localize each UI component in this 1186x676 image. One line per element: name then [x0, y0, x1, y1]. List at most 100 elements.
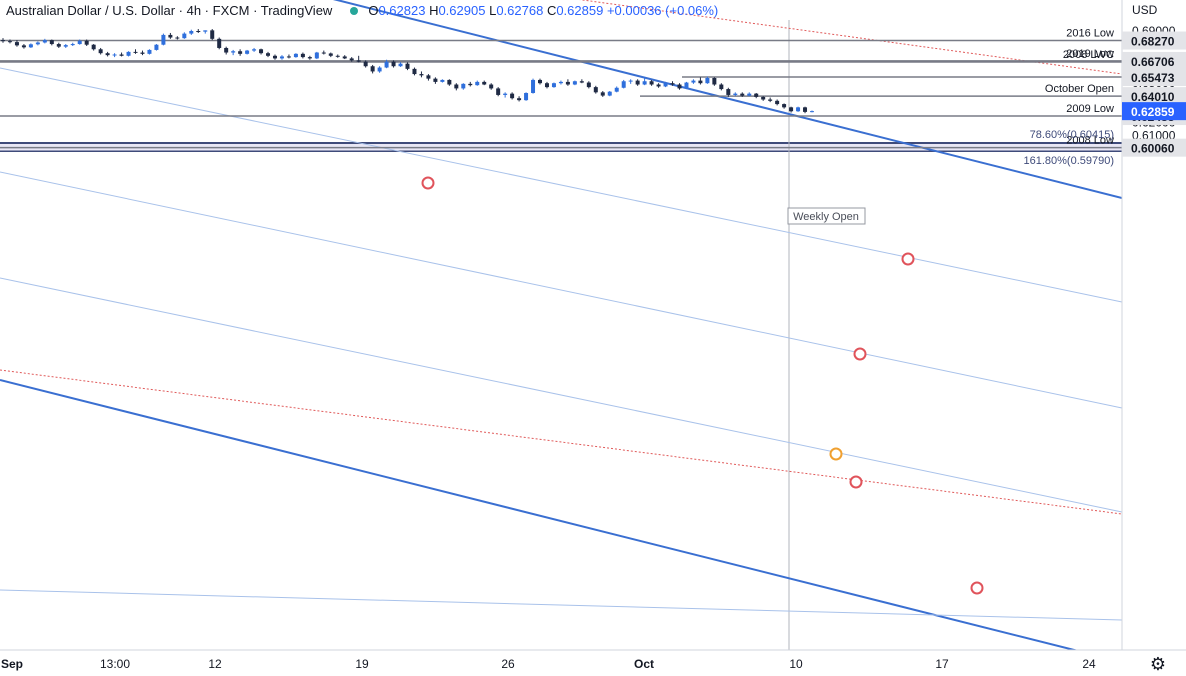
candle[interactable] — [475, 80, 480, 86]
candle[interactable] — [461, 83, 466, 90]
candle[interactable] — [803, 106, 808, 114]
candle[interactable] — [63, 44, 68, 48]
marker-2009-low[interactable] — [829, 447, 843, 461]
candle[interactable] — [377, 66, 382, 73]
candle[interactable] — [245, 49, 250, 55]
time-axis[interactable] — [0, 651, 1122, 676]
candle[interactable] — [733, 92, 738, 97]
candle[interactable] — [607, 91, 612, 97]
candle[interactable] — [810, 110, 814, 113]
candle[interactable] — [363, 60, 368, 68]
candle[interactable] — [635, 79, 640, 86]
candle[interactable] — [426, 74, 431, 81]
settings-gear-icon[interactable]: ⚙ — [1149, 654, 1167, 674]
candle[interactable] — [161, 33, 166, 46]
currency-label[interactable]: USD — [1132, 3, 1158, 17]
candle[interactable] — [391, 60, 396, 68]
candle[interactable] — [538, 78, 543, 85]
candle[interactable] — [489, 83, 494, 90]
last-price-tag[interactable]: 0.62859 — [1122, 102, 1186, 121]
candle[interactable] — [642, 77, 647, 86]
candle[interactable] — [517, 96, 522, 102]
candle[interactable] — [405, 62, 410, 71]
candle[interactable] — [572, 80, 577, 86]
candle[interactable] — [210, 29, 215, 41]
candle[interactable] — [398, 62, 403, 67]
candle[interactable] — [189, 29, 194, 35]
candle[interactable] — [712, 77, 717, 86]
candle[interactable] — [356, 55, 361, 63]
candle[interactable] — [691, 79, 696, 84]
candle[interactable] — [775, 99, 780, 106]
candle[interactable] — [314, 51, 319, 60]
candle[interactable] — [133, 49, 138, 54]
candle[interactable] — [796, 106, 801, 112]
candle[interactable] — [740, 92, 745, 97]
candle[interactable] — [307, 55, 312, 60]
candle[interactable] — [126, 51, 131, 57]
candle[interactable] — [524, 92, 529, 101]
candle[interactable] — [14, 40, 19, 47]
candle[interactable] — [384, 59, 389, 69]
candle[interactable] — [649, 79, 654, 86]
candle[interactable] — [412, 67, 417, 76]
candle[interactable] — [551, 82, 556, 88]
candle[interactable] — [370, 64, 375, 74]
candle[interactable] — [761, 96, 766, 101]
candle[interactable] — [684, 81, 689, 90]
candle[interactable] — [768, 97, 773, 103]
candle[interactable] — [789, 106, 794, 113]
price-tag-6[interactable]: 0.60060 — [1122, 138, 1186, 157]
candle[interactable] — [747, 92, 752, 97]
candle[interactable] — [238, 49, 243, 56]
candle[interactable] — [496, 87, 501, 97]
candle[interactable] — [628, 79, 633, 84]
candle[interactable] — [600, 91, 605, 97]
candle[interactable] — [482, 80, 487, 86]
candle[interactable] — [698, 77, 703, 85]
candle[interactable] — [42, 38, 47, 44]
candle[interactable] — [259, 48, 264, 55]
candle[interactable] — [286, 54, 291, 59]
candle[interactable] — [231, 49, 236, 56]
candle[interactable] — [119, 52, 124, 57]
candle[interactable] — [586, 81, 591, 89]
marker-dotted-red[interactable] — [849, 475, 863, 489]
candle[interactable] — [112, 53, 117, 58]
candle[interactable] — [454, 83, 459, 91]
candle[interactable] — [565, 79, 570, 86]
candle[interactable] — [544, 81, 549, 89]
candle[interactable] — [147, 49, 152, 55]
candle[interactable] — [77, 39, 82, 45]
candle[interactable] — [614, 86, 619, 93]
candle[interactable] — [70, 42, 75, 47]
candle[interactable] — [754, 92, 759, 99]
candle[interactable] — [719, 83, 724, 91]
candle[interactable] — [203, 30, 208, 34]
candle[interactable] — [279, 55, 284, 60]
price-tag-3[interactable]: 0.65473 — [1122, 68, 1186, 87]
candle[interactable] — [677, 83, 682, 90]
candle[interactable] — [98, 47, 103, 55]
candle[interactable] — [105, 51, 110, 57]
candle[interactable] — [266, 51, 271, 58]
candle[interactable] — [272, 54, 277, 60]
symbol-title[interactable]: Australian Dollar / U.S. Dollar · 4h · F… — [6, 3, 333, 18]
candle[interactable] — [328, 52, 333, 58]
channel-upper-line[interactable] — [0, 0, 1122, 199]
candle[interactable] — [705, 76, 710, 84]
marker-65473[interactable] — [901, 252, 915, 266]
candle[interactable] — [49, 39, 54, 46]
channel-mid-line-3[interactable] — [0, 277, 1122, 513]
candle[interactable] — [56, 42, 61, 48]
candle[interactable] — [28, 43, 33, 48]
candle[interactable] — [656, 83, 661, 88]
candle[interactable] — [349, 57, 354, 62]
candle[interactable] — [335, 54, 340, 58]
candle[interactable] — [468, 81, 473, 87]
candle[interactable] — [84, 39, 89, 47]
candle[interactable] — [531, 78, 536, 94]
candle[interactable] — [293, 53, 298, 58]
candle[interactable] — [621, 79, 626, 89]
